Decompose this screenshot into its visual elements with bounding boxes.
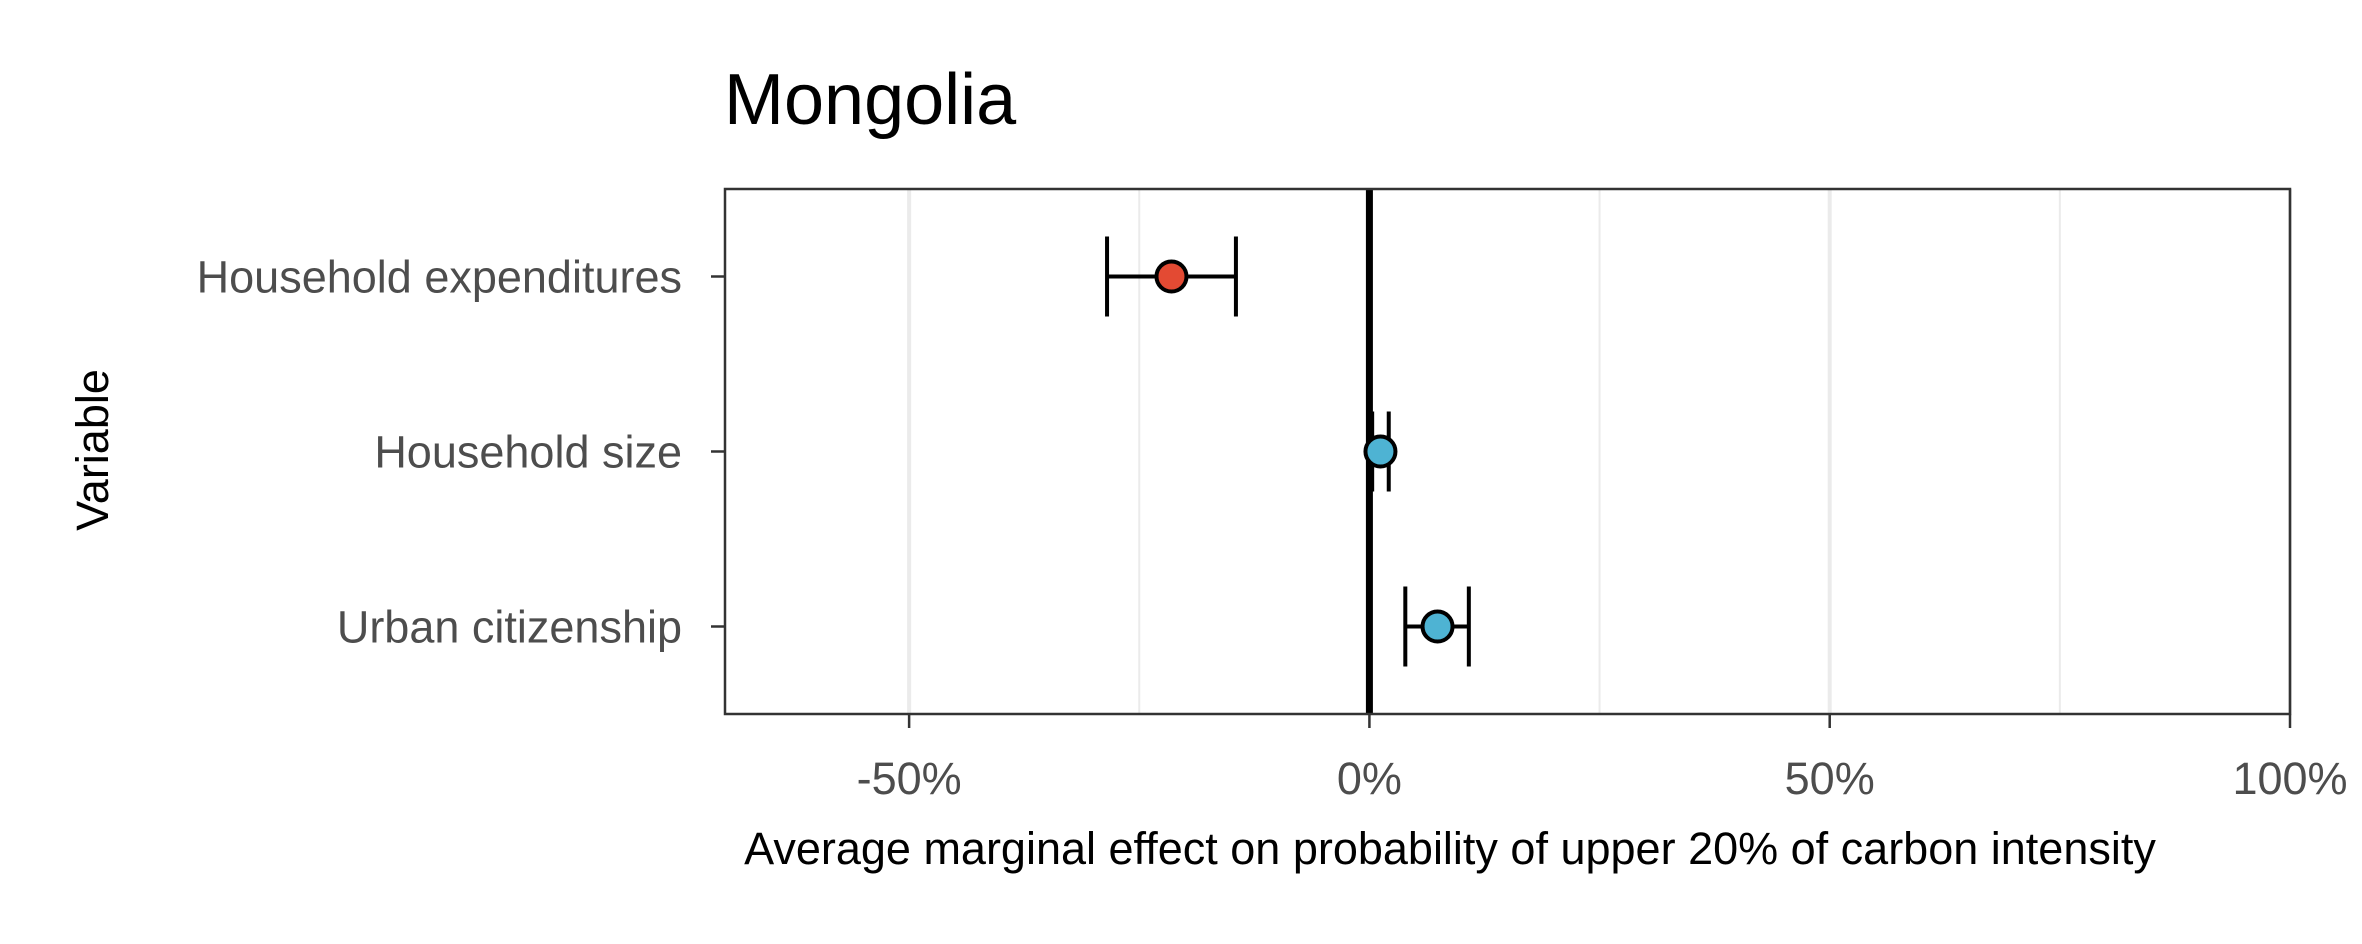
y-category-label: Household size	[374, 427, 682, 478]
estimate-1	[1363, 411, 1398, 492]
y-axis: Household expenditures Household size Urba…	[197, 252, 725, 653]
x-axis-title: Average marginal effect on probability o…	[744, 823, 2156, 874]
plot-panel-border	[723, 187, 2292, 716]
estimate-point	[1154, 259, 1189, 294]
x-axis: -50% 0% 50% 100%	[857, 714, 2348, 804]
x-tick-label: 100%	[2232, 753, 2347, 804]
estimate-point	[1420, 609, 1455, 644]
points-layer	[1105, 236, 1471, 667]
chart-title: Mongolia	[724, 60, 1017, 140]
y-category-label: Household expenditures	[197, 252, 682, 303]
x-tick-label: 0%	[1337, 753, 1402, 804]
y-axis-title: Variable	[67, 369, 118, 531]
y-category-label: Urban citizenship	[337, 602, 682, 653]
grid-layer	[907, 189, 2292, 714]
estimate-point	[1363, 434, 1398, 469]
x-tick-label: 50%	[1785, 753, 1875, 804]
x-tick-label: -50%	[857, 753, 962, 804]
estimate-2	[1403, 586, 1471, 667]
estimate-0	[1105, 236, 1238, 317]
